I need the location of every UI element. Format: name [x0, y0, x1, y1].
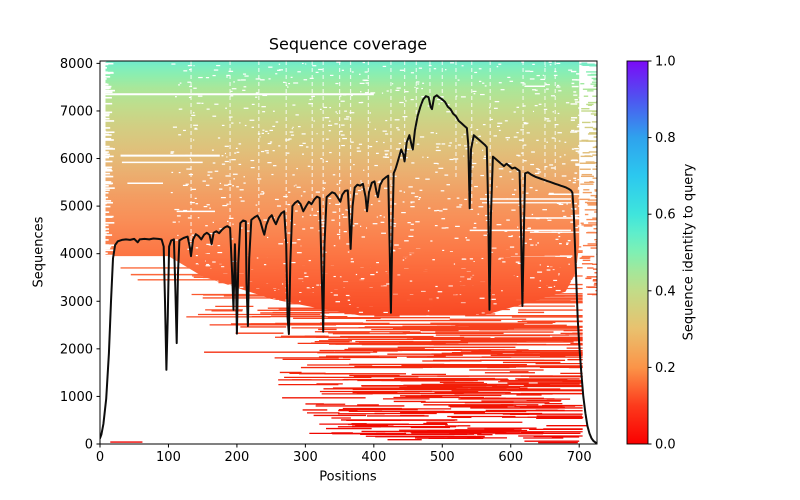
svg-text:0.0: 0.0 — [655, 438, 676, 453]
svg-text:0.8: 0.8 — [655, 131, 676, 146]
colorbar-label: Sequence identity to query — [681, 163, 697, 341]
svg-text:0.6: 0.6 — [655, 208, 676, 223]
plot-title: Sequence coverage — [268, 34, 428, 54]
msa-heatmap — [100, 61, 597, 444]
svg-text:8000: 8000 — [60, 57, 93, 72]
identity-gradient-region — [105, 61, 580, 316]
svg-text:500: 500 — [430, 450, 455, 465]
svg-text:6000: 6000 — [60, 152, 93, 167]
svg-text:1.0: 1.0 — [655, 55, 676, 70]
svg-text:100: 100 — [156, 450, 181, 465]
svg-text:200: 200 — [225, 450, 250, 465]
plot-border — [99, 60, 598, 445]
y-axis-ticks: 0 1000 2000 3000 4000 5000 6000 7000 8000 — [60, 57, 100, 453]
x-axis-label: Positions — [319, 469, 377, 485]
colorbar — [627, 61, 648, 444]
svg-text:600: 600 — [498, 450, 523, 465]
colorbar-border — [626, 60, 649, 445]
svg-text:5000: 5000 — [60, 200, 93, 215]
left-ragged-edge — [104, 61, 115, 257]
svg-text:0.4: 0.4 — [655, 284, 676, 299]
coverage-line — [100, 94, 597, 444]
svg-text:400: 400 — [361, 450, 386, 465]
svg-text:300: 300 — [293, 450, 318, 465]
y-axis-label: Sequences — [31, 216, 47, 288]
svg-text:7000: 7000 — [60, 104, 93, 119]
x-axis-ticks: 0 100 200 300 400 500 600 700 — [96, 444, 592, 465]
colorbar-ticks: 0.0 0.2 0.4 0.6 0.8 1.0 — [648, 55, 676, 453]
svg-text:0: 0 — [96, 450, 104, 465]
svg-text:3000: 3000 — [60, 295, 93, 310]
right-ragged-edge — [579, 62, 597, 296]
svg-text:1000: 1000 — [60, 390, 93, 405]
svg-text:700: 700 — [567, 450, 592, 465]
svg-text:0.2: 0.2 — [655, 361, 676, 376]
svg-text:0: 0 — [85, 438, 93, 453]
svg-text:4000: 4000 — [60, 247, 93, 262]
svg-text:2000: 2000 — [60, 342, 93, 357]
